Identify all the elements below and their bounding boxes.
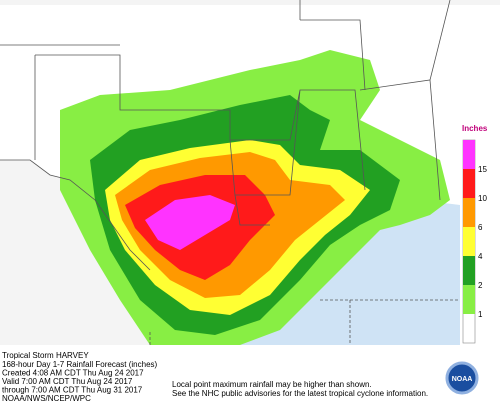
legend-swatch [463, 198, 475, 227]
legend-swatch [463, 256, 475, 285]
legend-swatch [463, 285, 475, 314]
note-line: See the NHC public advisories for the la… [172, 389, 428, 398]
legend-swatch [463, 140, 475, 169]
logo [445, 361, 479, 395]
logo-text: NOAA [452, 376, 473, 383]
notes-block: Local point maximum rainfall may be high… [172, 380, 428, 398]
info-line: Created 4:08 AM CDT Thu Aug 24 2017 [2, 369, 144, 378]
info-line: Valid 7:00 AM CDT Thu Aug 24 2017 [2, 377, 133, 386]
legend-label: 15 [478, 165, 487, 174]
contour-15 [145, 195, 235, 250]
legend-swatch [463, 169, 475, 198]
info-block: 168-hour Day 1-7 Rainfall Forecast (inch… [2, 360, 158, 401]
rain-contours [60, 50, 450, 345]
legend-label: 10 [478, 194, 487, 203]
state-borders [0, 0, 460, 345]
info-line: 168-hour Day 1-7 Rainfall Forecast (inch… [2, 360, 158, 369]
legend: 15 10 6 4 2 1 [462, 139, 487, 344]
map-title: Tropical Storm HARVEY [2, 351, 89, 360]
legend-title: Inches [462, 124, 488, 133]
legend-swatch [463, 227, 475, 256]
note-line: Local point maximum rainfall may be high… [172, 380, 372, 389]
legend-label: 1 [478, 310, 483, 319]
info-line: through 7:00 AM CDT Thu Aug 31 2017 [2, 386, 143, 395]
info-line: NOAA/NWS/NCEP/WPC [2, 394, 91, 401]
legend-label: 6 [478, 223, 483, 232]
legend-label: 2 [478, 281, 483, 290]
legend-label: 4 [478, 252, 483, 261]
